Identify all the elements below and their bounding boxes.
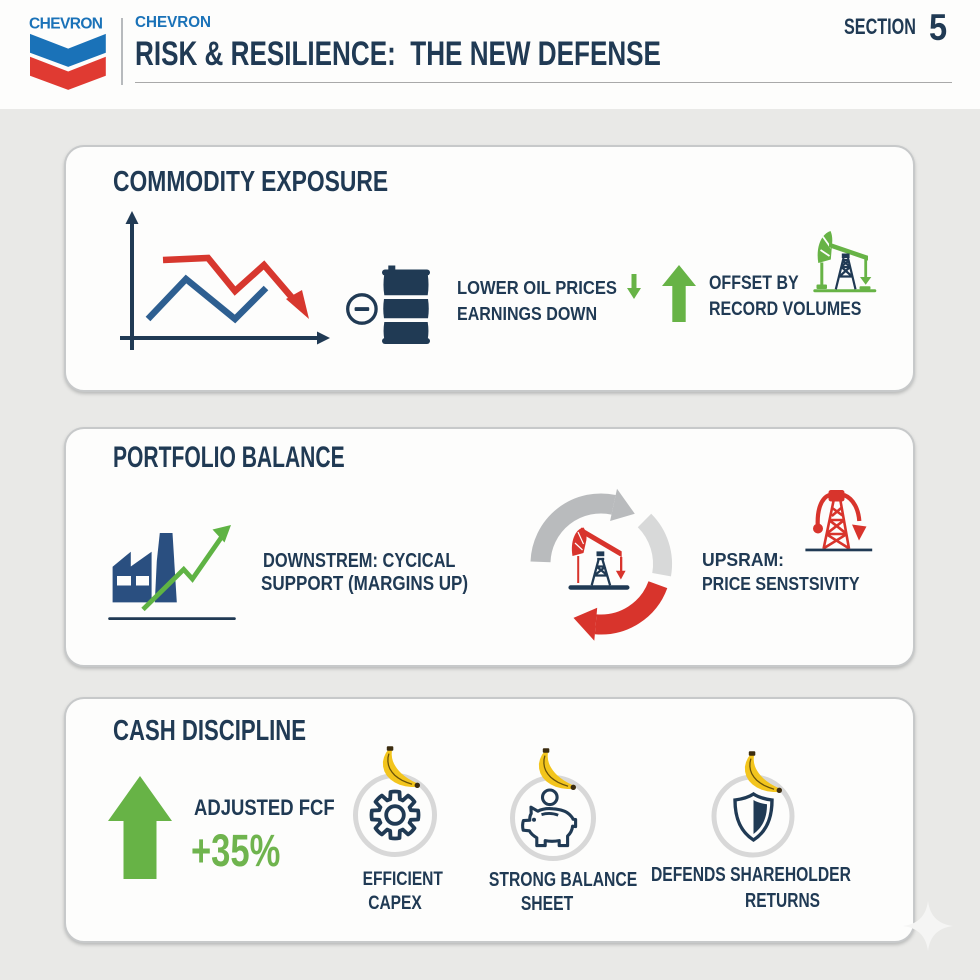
svg-text:CHEVRON: CHEVRON bbox=[29, 16, 103, 33]
